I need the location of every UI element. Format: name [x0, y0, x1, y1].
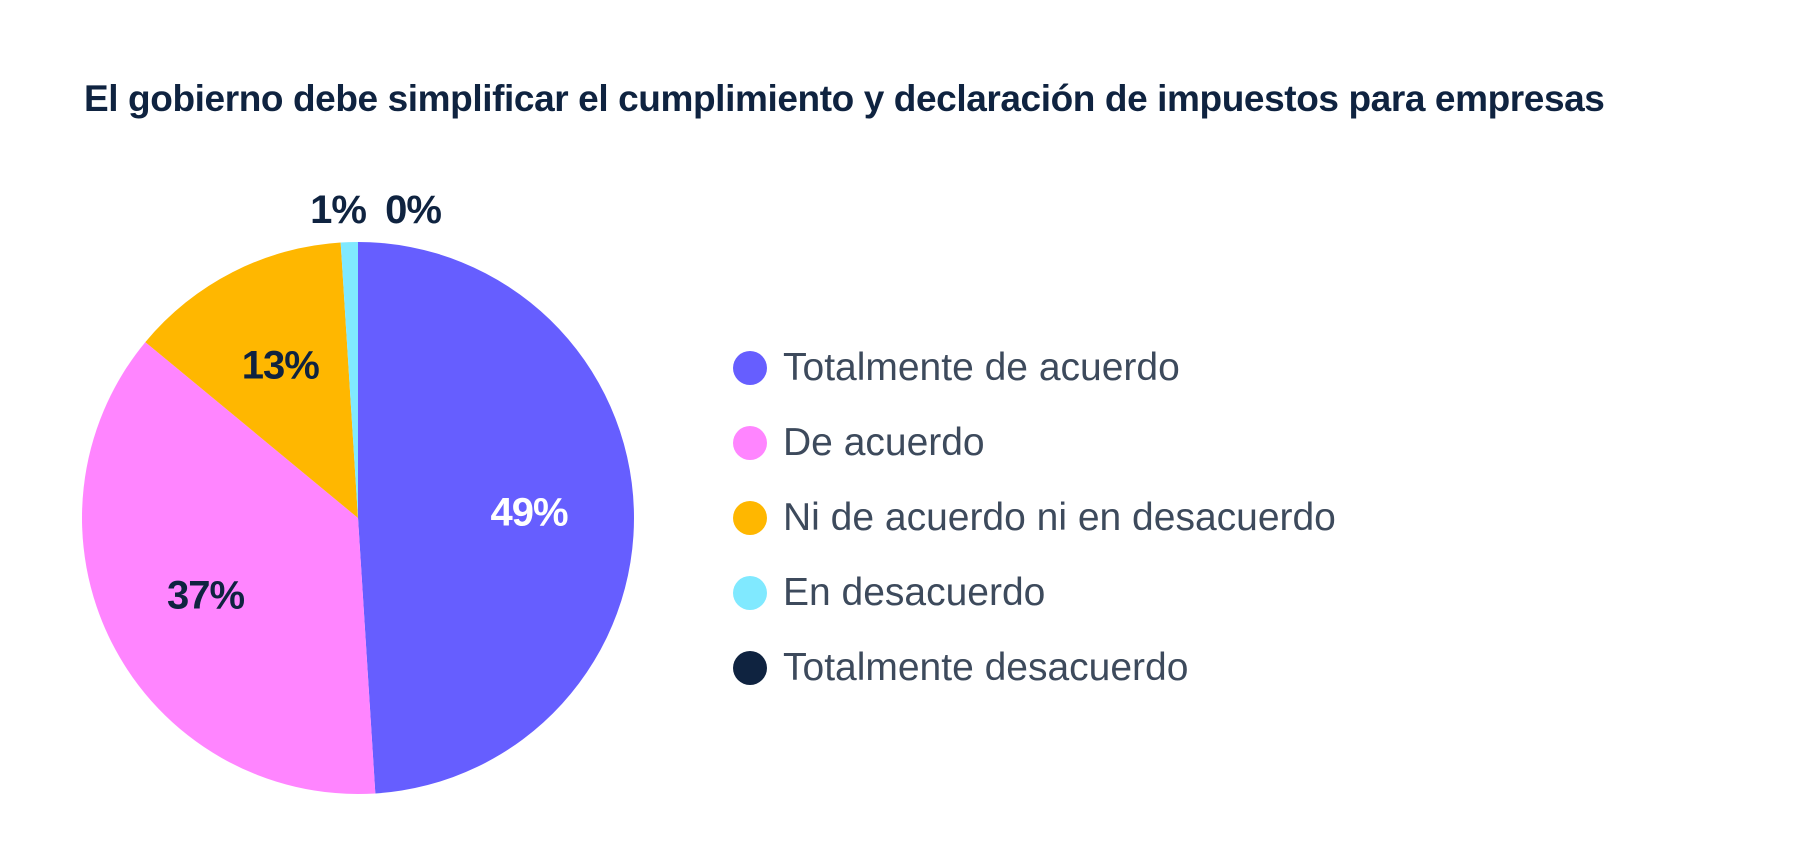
pie-slice-en-desacuerdo	[340, 242, 358, 518]
data-label-en-desacuerdo: 1%	[310, 188, 366, 232]
chart-legend: Totalmente de acuerdo De acuerdo Ni de acu…	[733, 330, 1336, 705]
legend-item-ni-de-acuerdo-ni-en-desacuerdo: Ni de acuerdo ni en desacuerdo	[733, 480, 1336, 555]
legend-swatch-en-desacuerdo	[733, 575, 767, 610]
legend-item-de-acuerdo: De acuerdo	[733, 405, 1336, 480]
pie-slice-totalmente-de-acuerdo	[358, 242, 634, 794]
legend-label-de-acuerdo: De acuerdo	[783, 420, 985, 464]
legend-label-ni-de-acuerdo-ni-en-desacuerdo: Ni de acuerdo ni en desacuerdo	[783, 495, 1336, 539]
chart-title: El gobierno debe simplificar el cumplimi…	[84, 78, 1605, 119]
legend-swatch-de-acuerdo	[733, 425, 767, 460]
legend-label-totalmente-de-acuerdo: Totalmente de acuerdo	[783, 345, 1180, 389]
data-label-totalmente-de-acuerdo: 49%	[491, 491, 568, 535]
legend-item-totalmente-de-acuerdo: Totalmente de acuerdo	[733, 330, 1336, 405]
legend-swatch-totalmente-desacuerdo	[733, 650, 767, 685]
legend-swatch-ni-de-acuerdo-ni-en-desacuerdo	[733, 500, 767, 535]
legend-label-en-desacuerdo: En desacuerdo	[783, 570, 1046, 614]
legend-item-en-desacuerdo: En desacuerdo	[733, 555, 1336, 630]
pie-slice-ni-de-acuerdo-ni-en-desacuerdo	[145, 242, 358, 518]
legend-label-totalmente-desacuerdo: Totalmente desacuerdo	[783, 645, 1189, 689]
data-label-ni-de-acuerdo-ni-en-desacuerdo: 13%	[242, 344, 319, 388]
legend-item-totalmente-desacuerdo: Totalmente desacuerdo	[733, 630, 1336, 705]
data-label-totalmente-desacuerdo: 0%	[385, 188, 441, 232]
data-label-de-acuerdo: 37%	[167, 574, 244, 618]
legend-swatch-totalmente-de-acuerdo	[733, 350, 767, 385]
pie-slice-de-acuerdo	[82, 342, 376, 795]
